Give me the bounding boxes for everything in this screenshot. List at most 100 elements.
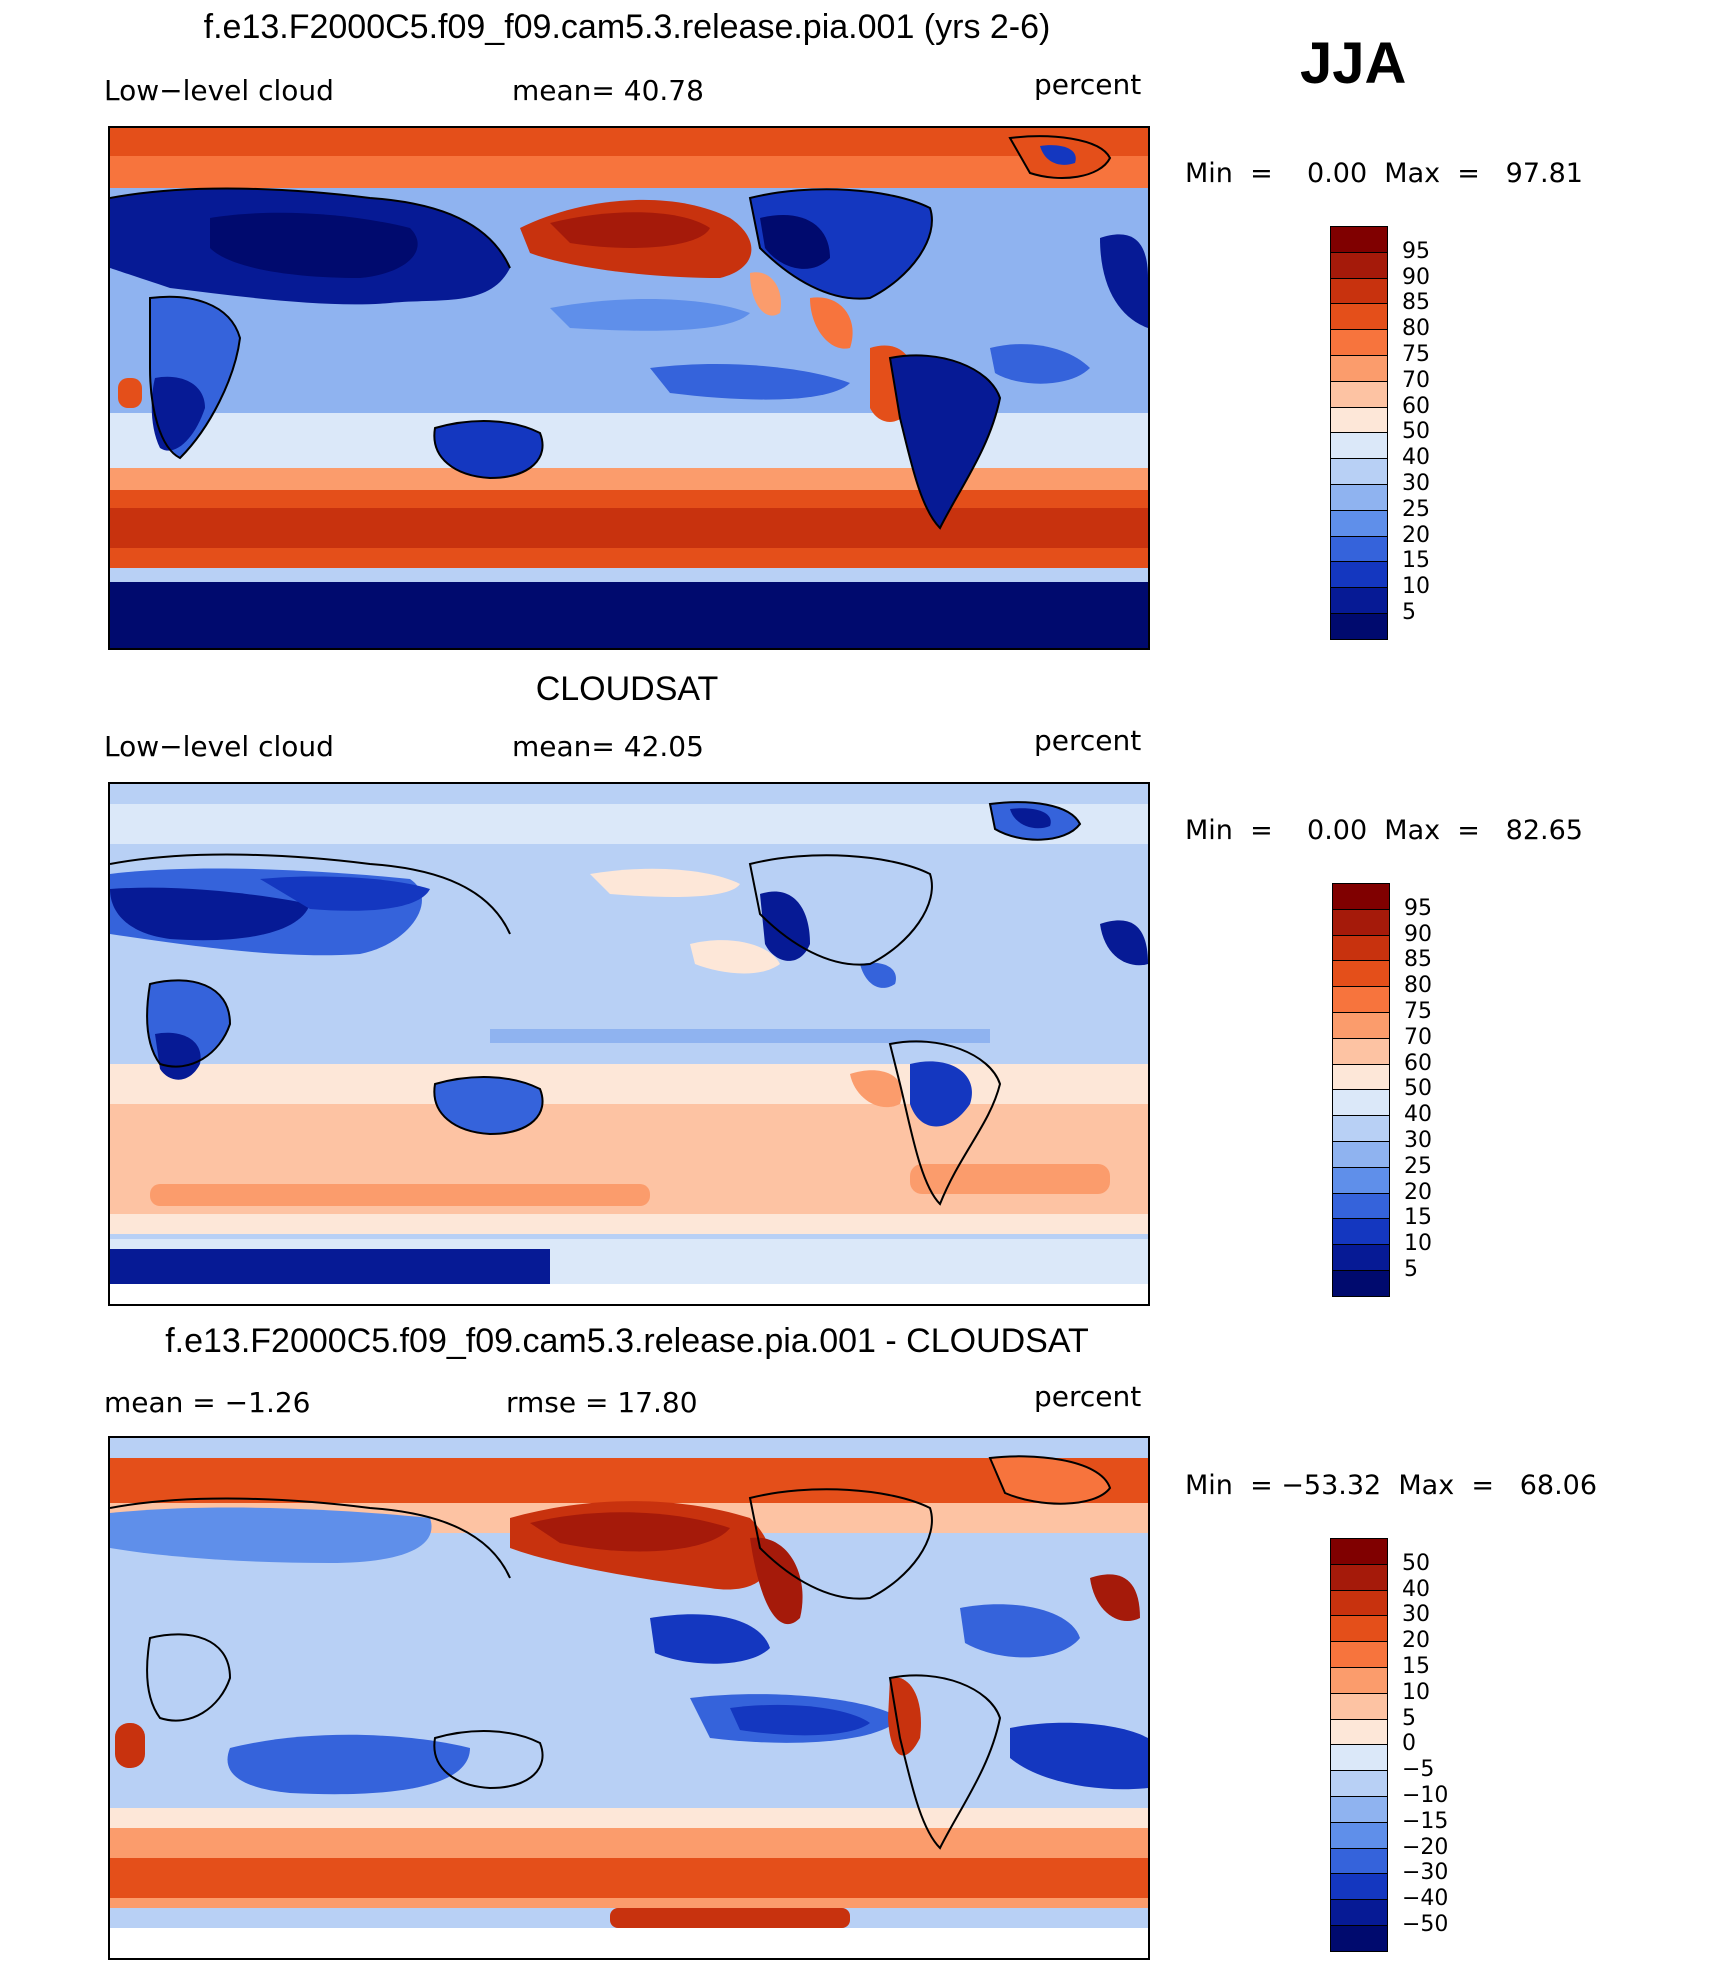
colorbar-label: 5 [1402, 1705, 1416, 1731]
colorbar-swatch [1330, 406, 1388, 434]
colorbar-label: 50 [1404, 1076, 1432, 1102]
colorbar-swatch [1330, 277, 1388, 305]
colorbar-label: 75 [1402, 342, 1430, 367]
colorbar-label: 85 [1402, 290, 1430, 316]
panel-obs-units: percent [1034, 724, 1142, 757]
colorbar-label: 10 [1402, 574, 1430, 600]
colorbar-label: −50 [1402, 1912, 1449, 1937]
colorbar-label: 30 [1402, 1602, 1430, 1628]
colorbar-swatch [1330, 535, 1388, 563]
panel-model-units: percent [1034, 68, 1142, 101]
colorbar-label: 25 [1402, 496, 1430, 522]
colorbar-swatch [1332, 934, 1390, 962]
colorbar-swatch [1330, 561, 1388, 589]
map-panel-diff [108, 1436, 1150, 1960]
colorbar-swatch [1332, 908, 1390, 936]
season-label: JJA [1300, 31, 1407, 96]
colorbar-swatch [1330, 1873, 1388, 1901]
map-panel-obs [108, 782, 1150, 1306]
panel-model-mean: mean= 40.78 [512, 74, 704, 107]
colorbar-label: 90 [1402, 264, 1430, 290]
colorbar-label: 80 [1404, 973, 1432, 999]
colorbar-swatch [1330, 484, 1388, 511]
colorbar-label: 15 [1402, 1654, 1430, 1679]
colorbar-swatch [1330, 1692, 1388, 1720]
colorbar-swatch [1330, 355, 1388, 382]
colorbar-label: 5 [1402, 600, 1416, 625]
colorbar-label: 95 [1402, 238, 1430, 264]
colorbar-label: 30 [1404, 1128, 1432, 1153]
colorbar-swatch [1330, 1615, 1388, 1643]
colorbar-swatch [1332, 1089, 1390, 1117]
colorbar-label: 60 [1404, 1050, 1432, 1076]
colorbar-swatch [1330, 1667, 1388, 1694]
colorbar-swatch [1332, 1012, 1390, 1039]
panel-obs-left-label: Low−level cloud [104, 730, 334, 763]
panel-model-minmax: Min = 0.00 Max = 97.81 [1185, 158, 1583, 189]
map-model-svg [110, 128, 1148, 648]
colorbar-label: 15 [1402, 548, 1430, 574]
colorbar-swatch [1332, 1244, 1390, 1271]
colorbar-swatch [1330, 303, 1388, 331]
colorbar-swatch [1332, 1166, 1390, 1194]
panel-obs-mean: mean= 42.05 [512, 730, 704, 763]
colorbar-swatch [1332, 1115, 1390, 1142]
colorbar-label: 60 [1402, 393, 1430, 419]
panel-obs-minmax: Min = 0.00 Max = 82.65 [1185, 815, 1583, 846]
colorbar-swatch [1330, 380, 1388, 408]
colorbar-swatch [1330, 1770, 1388, 1797]
case-title: f.e13.F2000C5.f09_f09.cam5.3.release.pia… [203, 8, 1051, 46]
colorbar-label: 80 [1402, 316, 1430, 342]
panel-diff-mean: mean = −1.26 [104, 1386, 311, 1419]
colorbar-label: 95 [1404, 895, 1432, 921]
colorbar-swatch [1330, 458, 1388, 485]
colorbar-label: 5 [1404, 1257, 1418, 1282]
colorbar-label: 70 [1402, 367, 1430, 393]
map-obs-svg [110, 784, 1148, 1304]
colorbar-label: 10 [1404, 1231, 1432, 1257]
colorbar-label: 50 [1402, 1550, 1430, 1576]
colorbar-swatch [1330, 509, 1388, 537]
panel-model-left-label: Low−level cloud [104, 74, 334, 107]
colorbar-label: −10 [1402, 1783, 1449, 1808]
colorbar-label: 40 [1402, 1576, 1430, 1602]
colorbar-label: 90 [1404, 921, 1432, 947]
colorbar-label: 85 [1404, 947, 1432, 973]
colorbar-label: −5 [1402, 1757, 1435, 1783]
colorbar-label: 20 [1402, 522, 1430, 548]
colorbar-swatch [1332, 1192, 1390, 1220]
colorbar-label: 40 [1404, 1102, 1432, 1128]
colorbar-label: 50 [1402, 419, 1430, 445]
colorbar-label: −30 [1402, 1860, 1449, 1886]
colorbar-swatch [1332, 960, 1390, 988]
colorbar-swatch [1330, 251, 1388, 279]
colorbar-swatch [1330, 1796, 1388, 1823]
colorbar-swatch [1330, 613, 1388, 640]
panel-diff-title: f.e13.F2000C5.f09_f09.cam5.3.release.pia… [165, 1322, 1089, 1360]
panel-diff-rmse: rmse = 17.80 [506, 1386, 698, 1419]
colorbar-label: 30 [1402, 471, 1430, 496]
colorbar-label: 0 [1402, 1731, 1416, 1757]
colorbar-label: 10 [1402, 1679, 1430, 1705]
colorbar-swatch [1330, 1538, 1388, 1565]
colorbar-swatch [1332, 1218, 1390, 1246]
colorbar-swatch [1330, 1718, 1388, 1746]
colorbar-swatch [1330, 1641, 1388, 1668]
colorbar-label: 15 [1404, 1205, 1432, 1231]
colorbar-swatch [1330, 329, 1388, 356]
colorbar-label: 70 [1404, 1024, 1432, 1050]
colorbar-swatch [1330, 1744, 1388, 1772]
map-diff-svg [110, 1438, 1148, 1958]
colorbar-swatch [1332, 883, 1390, 910]
colorbar-swatch [1330, 1589, 1388, 1617]
colorbar-swatch [1330, 226, 1388, 253]
colorbar-swatch [1332, 1270, 1390, 1297]
panel-diff-minmax: Min = −53.32 Max = 68.06 [1185, 1470, 1598, 1501]
panel-obs-title: CLOUDSAT [535, 670, 719, 708]
colorbar-label: −40 [1402, 1886, 1449, 1912]
colorbar-swatch [1332, 1063, 1390, 1091]
colorbar-swatch [1330, 1563, 1388, 1591]
colorbar-swatch [1330, 1925, 1388, 1952]
colorbar-swatch [1330, 1847, 1388, 1875]
colorbar-label: 75 [1404, 999, 1432, 1024]
